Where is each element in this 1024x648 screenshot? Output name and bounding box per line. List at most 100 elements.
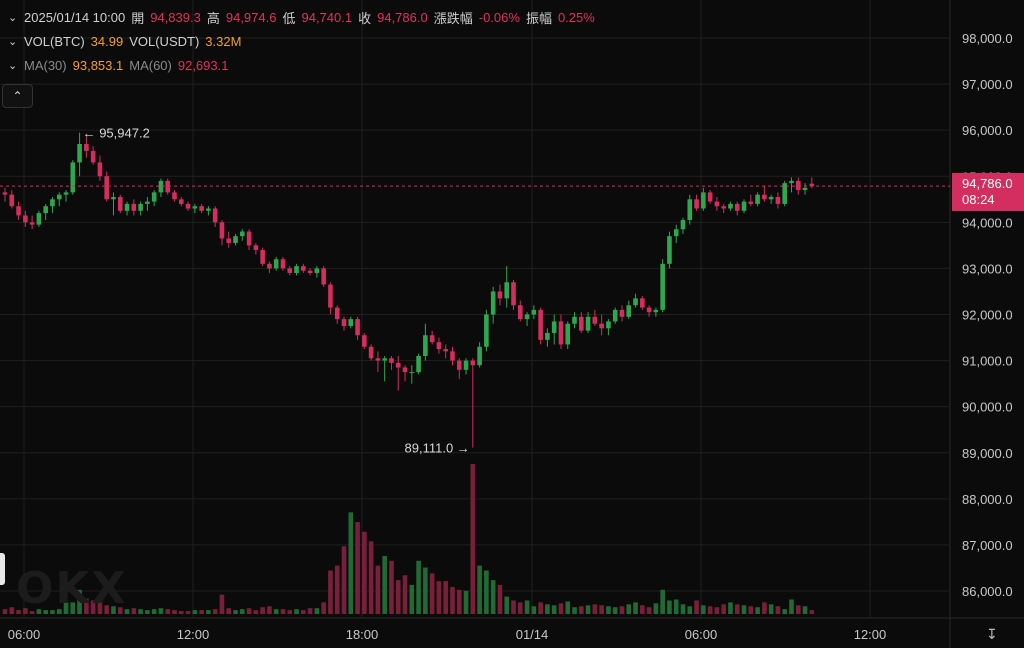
volume-bar: [626, 604, 632, 614]
y-tick-label: 87,000.0: [962, 538, 1013, 553]
drawer-handle[interactable]: [0, 553, 5, 585]
volume-bar: [653, 603, 659, 614]
candle-body: [612, 309, 618, 322]
volume-bar: [43, 610, 48, 614]
candle-body: [673, 229, 679, 237]
volume-bar: [90, 600, 96, 614]
volume-bar: [456, 589, 462, 614]
candle-body: [538, 309, 543, 340]
volume-bar: [117, 607, 123, 614]
volume-bar: [633, 602, 638, 614]
chevron-down-icon[interactable]: ⌄: [8, 59, 18, 72]
ma30-label: MA(30): [24, 57, 67, 73]
candle-body: [226, 238, 232, 244]
volume-bar: [185, 611, 191, 614]
volume-bar: [253, 610, 259, 614]
volume-bar: [138, 609, 143, 614]
volume-bar: [450, 586, 455, 614]
volume-bar: [321, 602, 326, 614]
y-tick-label: 97,000.0: [962, 77, 1013, 92]
candle-body: [321, 268, 326, 285]
volume-bar: [294, 609, 299, 614]
high-value: 94,974.6: [225, 9, 277, 25]
candle-body: [355, 319, 360, 336]
candle-body: [50, 199, 55, 207]
volume-bar: [517, 602, 523, 614]
volume-bar: [436, 581, 442, 614]
y-tick-label: 91,000.0: [962, 354, 1013, 369]
candle-body: [138, 203, 143, 211]
low-value: 94,740.1: [301, 9, 353, 25]
volume-bar: [355, 522, 360, 614]
candle-body: [36, 213, 42, 225]
candle-body: [653, 309, 659, 313]
candle-body: [517, 305, 523, 320]
candle-body: [551, 321, 557, 333]
volume-bar: [273, 609, 279, 614]
candle-body: [287, 268, 293, 274]
candle-body: [463, 360, 469, 370]
candle-body: [395, 362, 401, 368]
candle-body: [490, 291, 496, 315]
candle-body: [185, 203, 191, 209]
candle-body: [423, 335, 428, 356]
volume-bar: [416, 560, 421, 614]
candle-body: [640, 298, 645, 308]
vol-usdt-label: VOL(USDT): [129, 33, 200, 49]
candle-body: [63, 192, 69, 195]
volume-bar: [795, 605, 801, 614]
candle-body: [497, 291, 503, 299]
volume-bar: [192, 610, 198, 614]
amplitude-label: 振幅: [525, 10, 552, 26]
candle-body: [233, 236, 238, 244]
volume-bar: [267, 606, 272, 614]
volume-bar: [348, 512, 354, 614]
y-tick-label: 98,000.0: [962, 31, 1013, 46]
volume-bar: [775, 606, 781, 614]
volume-bar: [240, 609, 245, 614]
candle-body: [429, 335, 435, 343]
volume-bar: [497, 584, 503, 614]
candle-body: [768, 196, 774, 200]
candle-body: [762, 194, 767, 200]
candle-body: [511, 282, 516, 306]
candle-body: [436, 342, 442, 350]
candle-body: [741, 201, 747, 211]
volume-bar: [219, 594, 225, 614]
volume-bar: [606, 606, 611, 614]
chevron-down-icon[interactable]: ⌄: [8, 11, 18, 24]
volume-bar: [111, 606, 116, 614]
candle-body: [782, 183, 787, 204]
volume-bar: [721, 604, 726, 614]
vol-usdt-value: 3.32M: [205, 33, 242, 49]
y-tick-label: 93,000.0: [962, 261, 1013, 276]
volume-bar: [212, 609, 218, 614]
volume-bar: [145, 610, 150, 614]
candle-body: [29, 222, 35, 225]
candle-body: [456, 360, 462, 370]
volume-bar: [470, 464, 476, 614]
volume-bar: [199, 610, 204, 614]
candle-body: [16, 206, 21, 216]
y-tick-label: 88,000.0: [962, 492, 1013, 507]
volume-bar: [341, 546, 347, 614]
volume-bar: [551, 605, 557, 614]
collapse-indicators-button[interactable]: ⌃: [2, 84, 33, 108]
volume-bar: [809, 610, 815, 614]
candle-body: [667, 236, 672, 264]
volume-bar: [362, 531, 367, 614]
x-tick-label: 01/14: [516, 627, 549, 642]
candle-body: [84, 143, 89, 151]
volume-bar: [84, 598, 89, 614]
chevron-down-icon[interactable]: ⌄: [8, 35, 18, 48]
candle-body: [714, 201, 720, 207]
volume-bar: [151, 609, 157, 614]
candle-body: [199, 206, 204, 211]
volume-bar: [524, 600, 530, 614]
ma60-value: 92,693.1: [177, 57, 229, 73]
scale-icon[interactable]: ↧: [986, 626, 998, 642]
volume-bar: [29, 611, 35, 614]
close-value: 94,786.0: [377, 9, 428, 25]
candle-body: [748, 201, 754, 204]
